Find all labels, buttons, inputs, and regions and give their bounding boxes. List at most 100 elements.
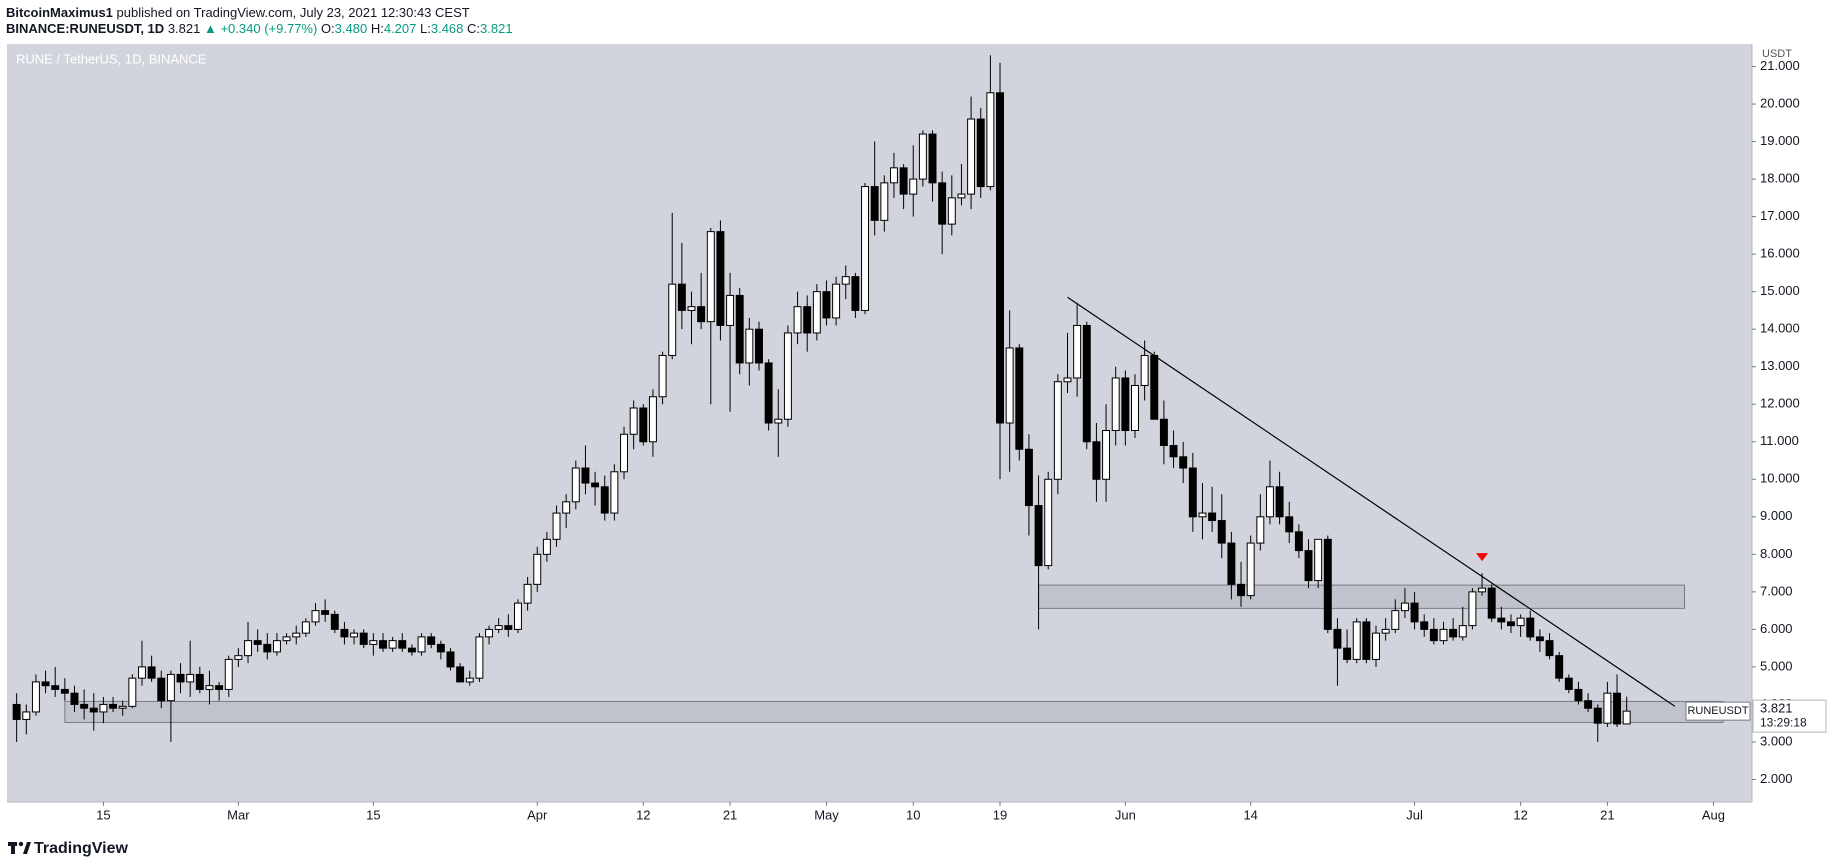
candle-body: [1179, 456, 1188, 469]
candle-body: [591, 482, 600, 488]
candle-body: [841, 276, 850, 285]
candle-body: [889, 167, 898, 184]
y-tick-label: 2.000: [1760, 771, 1793, 786]
candle-body: [687, 306, 696, 311]
candle-body: [60, 688, 69, 694]
candle-body: [147, 666, 156, 679]
candle-body: [359, 632, 368, 645]
candle-body: [350, 632, 359, 638]
chart-label: RUNE / TetherUS, 1D, BINANCE: [16, 51, 207, 66]
plot-background: [7, 44, 1752, 802]
price-label-box: [1752, 699, 1827, 733]
candle-body: [764, 362, 773, 424]
candle-body: [1024, 448, 1033, 507]
candle-body: [244, 640, 252, 657]
candle-body: [436, 643, 445, 653]
candle-body: [1256, 516, 1265, 544]
candle-body: [1603, 692, 1612, 724]
candle-body: [1082, 324, 1091, 443]
candle-body: [224, 658, 233, 690]
candle-body: [1208, 512, 1217, 522]
candle-body: [1613, 692, 1621, 725]
candle-body: [388, 640, 397, 649]
candle-body: [629, 407, 638, 435]
candle-body: [668, 283, 677, 356]
candle-body: [803, 306, 812, 334]
candle-body: [1314, 538, 1323, 582]
logo-part: [23, 842, 31, 854]
y-tick-label: 20.000: [1760, 95, 1800, 110]
candle-body: [330, 613, 339, 630]
last-price: 3.821: [168, 21, 201, 36]
candle-body: [755, 328, 763, 364]
candle-body: [1063, 377, 1072, 383]
author: BitcoinMaximus1: [6, 5, 113, 20]
candle-body: [697, 306, 706, 323]
candle-body: [1497, 617, 1506, 623]
x-tick-label: 15: [366, 807, 380, 822]
y-tick-label: 6.000: [1760, 621, 1793, 636]
candle-body: [513, 602, 522, 630]
candle-body: [1458, 625, 1467, 638]
candle-body: [1400, 602, 1409, 612]
candle-body: [31, 681, 40, 713]
footer-brand: TradingView: [34, 840, 129, 857]
candle-body: [822, 291, 831, 319]
candle-body: [234, 655, 243, 660]
candle-body: [1333, 628, 1342, 649]
y-tick-label: 18.000: [1760, 171, 1800, 186]
candle-body: [1516, 617, 1525, 627]
zone: [1038, 584, 1686, 609]
y-tick-label: 9.000: [1760, 508, 1793, 523]
candle-body: [494, 625, 503, 630]
x-tick-label: Mar: [227, 807, 250, 822]
candle-body: [70, 692, 79, 705]
logo-part: [18, 841, 24, 847]
candle-body: [186, 673, 195, 683]
candle-body: [263, 643, 272, 653]
candle-body: [1044, 478, 1053, 567]
candle-body: [1275, 486, 1284, 518]
candle-body: [1169, 445, 1178, 458]
candle-body: [1015, 347, 1024, 450]
y-tick-label: 12.000: [1760, 396, 1800, 411]
low-value: 3.468: [431, 21, 464, 36]
countdown: 13:29:18: [1760, 715, 1807, 729]
candle-body: [253, 640, 262, 645]
candle-body: [1439, 628, 1448, 642]
candle-body: [1449, 628, 1458, 638]
footer-logo: [8, 841, 31, 854]
candle-body: [1285, 516, 1294, 533]
y-tick-label: 5.000: [1760, 658, 1793, 673]
candle-body: [1304, 550, 1313, 582]
candle-body: [832, 283, 841, 319]
candle-body: [1323, 538, 1332, 630]
candle-body: [1005, 347, 1014, 424]
candle-body: [1478, 587, 1487, 593]
candle-body: [1468, 591, 1477, 627]
candle-body: [1227, 542, 1236, 585]
candle-body: [947, 197, 956, 225]
candle-body: [321, 610, 330, 615]
candle-body: [41, 681, 50, 687]
high-label: H:: [371, 21, 384, 36]
y-tick-label: 8.000: [1760, 546, 1793, 561]
candle-body: [1622, 710, 1631, 725]
high-value: 4.207: [384, 21, 417, 36]
candle-body: [1564, 677, 1573, 690]
candle-body: [89, 707, 98, 713]
candle-body: [851, 276, 860, 311]
x-tick-label: Apr: [527, 807, 548, 822]
y-tick-label: 21.000: [1760, 58, 1800, 73]
x-tick-label: May: [814, 807, 839, 822]
y-tick-label: 10.000: [1760, 471, 1800, 486]
candle-body: [1574, 688, 1583, 702]
candle-body: [504, 625, 513, 630]
candle-body: [706, 231, 715, 323]
candle-body: [1381, 628, 1390, 634]
candle-body: [109, 703, 118, 709]
x-tick-label: 19: [993, 807, 1007, 822]
candle-body: [205, 685, 214, 690]
y-tick-label: 11.000: [1760, 433, 1799, 448]
candle-body: [166, 673, 175, 702]
